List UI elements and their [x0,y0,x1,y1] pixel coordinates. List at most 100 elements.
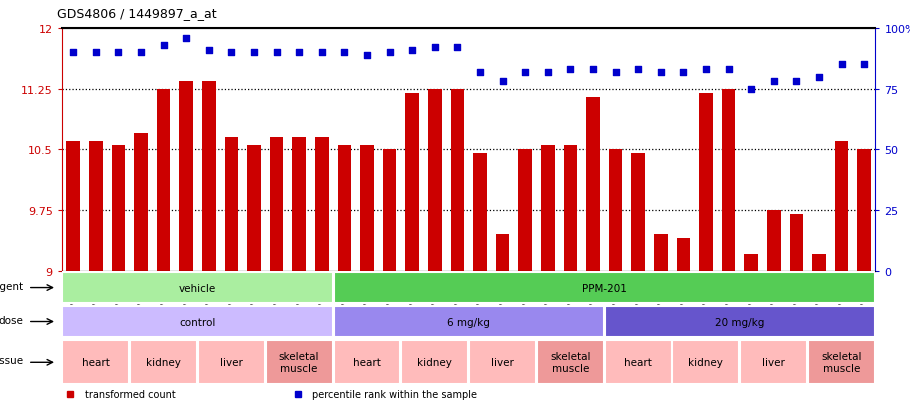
Bar [632,154,645,271]
Bar [315,138,329,271]
Point [201,47,216,54]
Text: percentile rank within the sample: percentile rank within the sample [312,389,478,399]
Point [857,62,872,69]
Point [66,50,80,57]
Text: skeletal
muscle: skeletal muscle [821,351,862,373]
Bar [450,90,464,271]
Bar [130,341,197,384]
Bar [338,146,351,271]
Bar [537,341,604,384]
Bar [292,138,306,271]
Text: heart: heart [624,357,652,368]
Text: skeletal
muscle: skeletal muscle [278,351,319,373]
Bar [266,341,333,384]
Bar [112,146,126,271]
Bar [654,235,668,271]
Text: transformed count: transformed count [85,389,176,399]
Bar [428,90,441,271]
Bar [672,341,740,384]
Bar [333,306,604,337]
Text: vehicle: vehicle [179,283,216,293]
Point [789,79,804,85]
Point [495,79,510,85]
Point [722,67,736,74]
Point [88,50,103,57]
Bar [604,341,672,384]
Point [631,67,645,74]
Bar [519,150,532,271]
Point [359,52,374,59]
Text: tissue: tissue [0,355,24,365]
Text: control: control [179,317,216,327]
Bar [360,146,374,271]
Bar [767,211,781,271]
Bar [834,142,848,271]
Text: liver: liver [491,357,514,368]
Text: liver: liver [220,357,243,368]
Bar [197,341,265,384]
Point [405,47,420,54]
Bar [563,146,577,271]
Bar [857,150,871,271]
Bar [134,134,147,271]
Bar [179,81,193,271]
Bar [604,306,875,337]
Point [247,50,261,57]
Point [743,86,758,93]
Text: skeletal
muscle: skeletal muscle [550,351,591,373]
Point [224,50,238,57]
Text: 6 mg/kg: 6 mg/kg [447,317,490,327]
Text: liver: liver [763,357,785,368]
Point [472,69,487,76]
Point [134,50,148,57]
Point [382,50,397,57]
Bar [383,150,397,271]
Bar [333,272,875,304]
Point [179,35,194,42]
Text: GDS4806 / 1449897_a_at: GDS4806 / 1449897_a_at [57,7,217,20]
Bar [62,306,333,337]
Point [766,79,781,85]
Point [428,45,442,52]
Point [812,74,826,81]
Bar [586,97,600,271]
Bar [62,341,129,384]
Bar [740,341,807,384]
Point [157,43,171,49]
Point [834,62,849,69]
Point [450,45,465,52]
Bar [541,146,554,271]
Bar [405,93,419,271]
Bar [66,142,80,271]
Bar [812,255,825,271]
Bar [62,272,333,304]
Bar [496,235,510,271]
Point [269,50,284,57]
Point [315,50,329,57]
Bar [744,255,758,271]
Bar [473,154,487,271]
Text: 20 mg/kg: 20 mg/kg [715,317,764,327]
Bar [157,90,170,271]
Bar [202,81,216,271]
Point [586,67,601,74]
Point [653,69,668,76]
Text: PPM-201: PPM-201 [581,283,627,293]
Bar [808,341,875,384]
Bar [676,239,690,271]
Text: kidney: kidney [147,357,181,368]
Text: heart: heart [82,357,110,368]
Point [518,69,532,76]
Bar [269,138,283,271]
Text: agent: agent [0,281,24,291]
Point [608,69,622,76]
Bar [401,341,469,384]
Bar [790,214,804,271]
Point [699,67,713,74]
Point [676,69,691,76]
Bar [609,150,622,271]
Point [541,69,555,76]
Text: heart: heart [353,357,381,368]
Bar [89,142,103,271]
Point [337,50,351,57]
